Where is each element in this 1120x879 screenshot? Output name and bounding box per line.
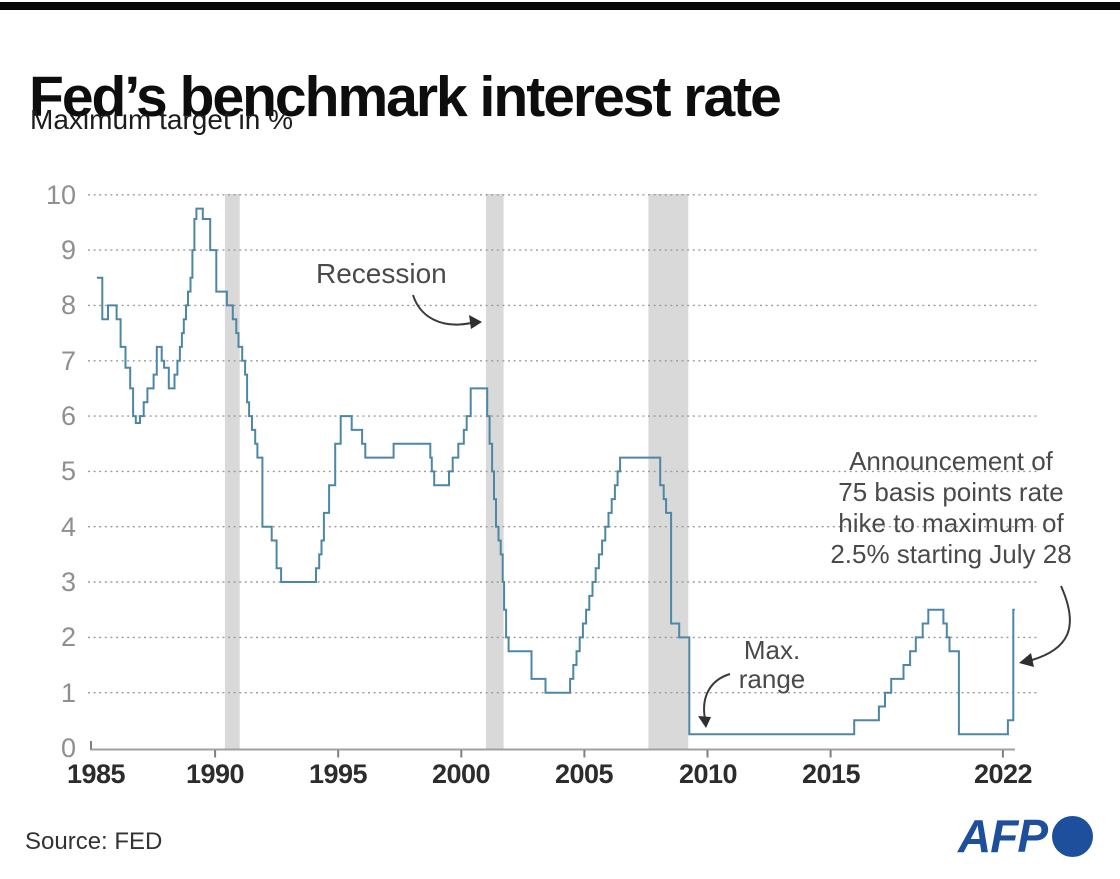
announcement-arrow (1031, 585, 1071, 661)
x-tick-label: 1985 (66, 759, 126, 789)
annotation-line: hike to maximum of (838, 508, 1064, 538)
y-tick-label: 0 (60, 733, 76, 763)
annotation-line: 2.5% starting July 28 (830, 539, 1072, 569)
max-range-arrow-head (698, 716, 711, 728)
annotation-line: Max. (743, 635, 801, 665)
x-tick-label: 2015 (801, 759, 861, 789)
annotation-max-range: Max. range (716, 636, 828, 694)
x-tick-label: 1990 (185, 759, 245, 789)
y-tick-label: 10 (45, 180, 76, 210)
annotation-announcement: Announcement of 75 basis points rate hik… (798, 446, 1104, 570)
x-tick-label: 2010 (678, 759, 738, 789)
y-tick-label: 7 (60, 346, 76, 376)
top-bar (0, 2, 1120, 10)
chart-subtitle: Maximum target in % (30, 104, 293, 135)
announcement-arrow-head (1019, 653, 1034, 667)
annotation-line: Announcement of (849, 446, 1053, 476)
y-tick-label: 5 (60, 456, 76, 486)
x-tick-label: 1995 (308, 759, 368, 789)
y-tick-label: 2 (60, 622, 76, 652)
afp-logo-globe-icon (1052, 815, 1093, 857)
y-tick-label: 9 (60, 235, 76, 265)
max-range-arrow (703, 673, 731, 720)
afp-logo: AFP (958, 813, 1093, 859)
afp-logo-text: AFP (958, 810, 1048, 862)
x-tick-label: 2000 (431, 759, 491, 789)
recession-arrow-head (469, 315, 482, 329)
annotation-line: 75 basis points rate (838, 477, 1064, 507)
y-tick-label: 3 (60, 567, 76, 597)
y-tick-label: 8 (60, 290, 76, 320)
x-tick-label: 2022 (973, 759, 1033, 789)
page-title: Fed’s benchmark interest rate (29, 65, 782, 130)
y-tick-label: 6 (60, 401, 76, 431)
source-label: Source: FED (25, 828, 163, 855)
recession-band (224, 194, 240, 750)
rate-line (96, 207, 1015, 736)
annotation-recession: Recession (316, 258, 447, 289)
recession-arrow (412, 294, 472, 326)
y-tick-label: 1 (60, 678, 76, 708)
y-tick-label: 4 (60, 512, 76, 542)
x-tick-label: 2005 (554, 759, 614, 789)
annotation-line: range (738, 664, 806, 694)
